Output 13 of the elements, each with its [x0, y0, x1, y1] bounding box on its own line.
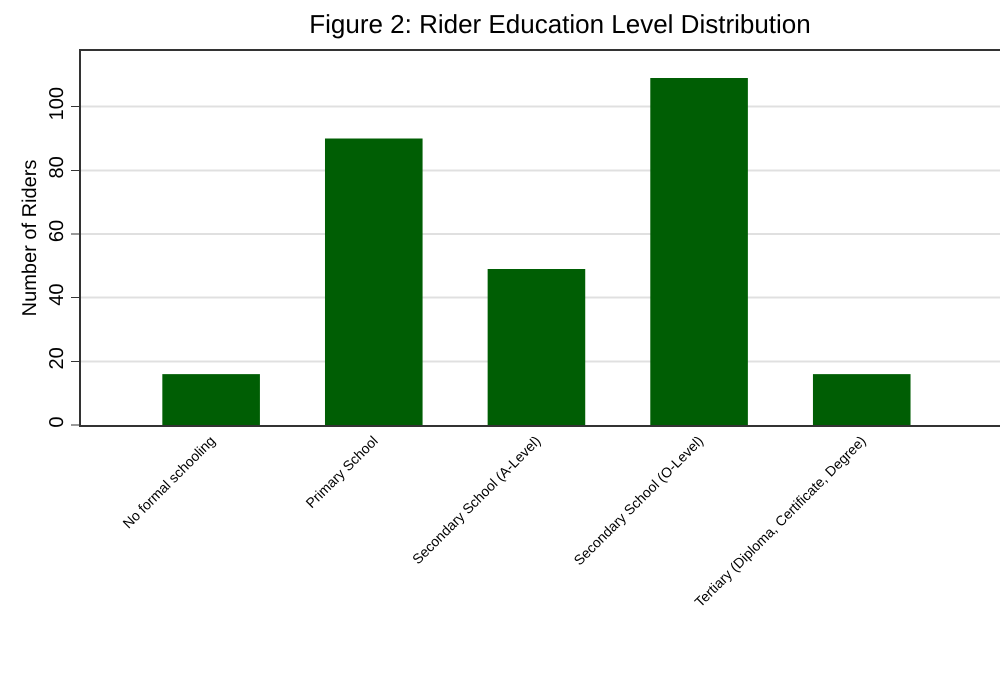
bar	[162, 374, 260, 425]
y-tick-label: 40	[46, 284, 68, 306]
y-tick-label: 0	[46, 416, 68, 428]
bar	[488, 269, 586, 425]
y-tick-label: 80	[46, 156, 68, 178]
y-tick-label: 60	[46, 220, 68, 242]
y-axis-title: Number of Riders	[19, 160, 41, 316]
bar	[324, 138, 423, 425]
bar	[812, 374, 911, 425]
y-tick-label: 100	[46, 87, 68, 120]
bar	[650, 78, 748, 425]
y-tick-label: 20	[46, 347, 68, 370]
chart-title: Figure 2: Rider Education Level Distribution	[309, 9, 811, 40]
